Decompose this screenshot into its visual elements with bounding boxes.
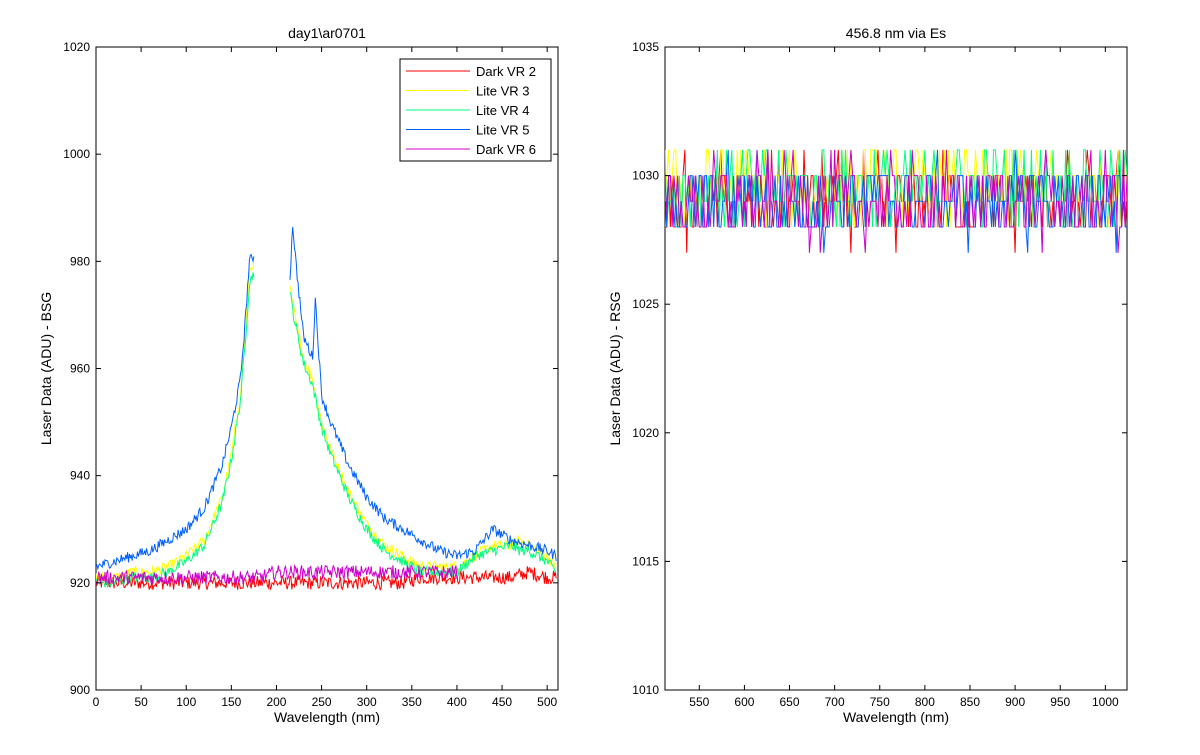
x-tick-label: 400 [447,695,467,709]
legend-entry: Lite VR 4 [476,103,529,118]
x-tick-label: 800 [915,695,935,709]
y-tick-label: 1000 [63,147,90,161]
x-tick-label: 750 [870,695,890,709]
x-tick-label: 450 [492,695,512,709]
x-axis-label: Wavelength (nm) [274,709,380,725]
y-tick-label: 1020 [632,426,659,440]
x-tick-label: 150 [221,695,241,709]
y-tick-label: 980 [70,254,90,268]
series-line-dark-vr-6 [96,564,458,587]
y-tick-label: 1020 [63,40,90,54]
x-tick-label: 100 [176,695,196,709]
legend: Dark VR 2 Lite VR 3 Lite VR 4 Lite VR 5 Dark… [399,58,552,162]
x-tick-label: 550 [689,695,709,709]
x-tick-label: 50 [134,695,148,709]
x-tick-label: 250 [312,695,332,709]
y-tick-label: 960 [70,362,90,376]
x-tick-label: 300 [357,695,377,709]
x-axis-label: Wavelength (nm) [843,709,949,725]
chart-title: day1\ar0701 [288,25,366,41]
chart-panel-2: 550 600 650 700 750 800 850 900 950 1000 1010 1015 1… [607,25,1128,725]
y-tick-label: 1015 [632,554,659,568]
chart-title: 456.8 nm via Es [846,25,946,41]
x-tick-label: 350 [402,695,422,709]
x-tick-label: 650 [780,695,800,709]
x-tick-label: 1000 [1092,695,1119,709]
legend-entry: Lite VR 5 [476,123,529,138]
x-tick-label: 900 [1005,695,1025,709]
x-tick-label: 700 [825,695,845,709]
y-axis-label: Laser Data (ADU) - BSG [38,292,54,445]
series-line-lite-vr-5 [96,227,557,571]
y-tick-label: 1010 [632,683,659,697]
series-line-dark-vr-2 [665,149,1127,253]
y-tick-label: 1035 [632,40,659,54]
legend-entry: Dark VR 6 [476,142,536,157]
y-tick-label: 1030 [632,169,659,183]
y-tick-label: 940 [70,469,90,483]
x-tick-label: 0 [93,695,100,709]
legend-entry: Dark VR 2 [476,64,536,79]
y-tick-label: 920 [70,576,90,590]
y-tick-label: 900 [70,683,90,697]
series-line-dark-vr-2 [96,566,557,591]
x-tick-label: 500 [537,695,557,709]
y-tick-label: 1025 [632,297,659,311]
series-line-lite-vr-4 [665,149,1127,228]
series-line-dark-vr-6 [665,149,1127,253]
legend-entry: Lite VR 3 [476,84,529,99]
series-group [665,149,1127,253]
chart-panel-1: 0 50 100 150 200 250 300 350 400 450 500 900 920 940 9… [38,25,559,725]
x-tick-label: 200 [266,695,286,709]
plot-area [664,46,1128,691]
x-tick-label: 850 [960,695,980,709]
series-group [96,227,557,591]
series-line-lite-vr-4 [96,272,557,588]
x-tick-label: 950 [1050,695,1070,709]
x-tick-label: 600 [734,695,754,709]
y-axis-label: Laser Data (ADU) - RSG [607,291,623,445]
